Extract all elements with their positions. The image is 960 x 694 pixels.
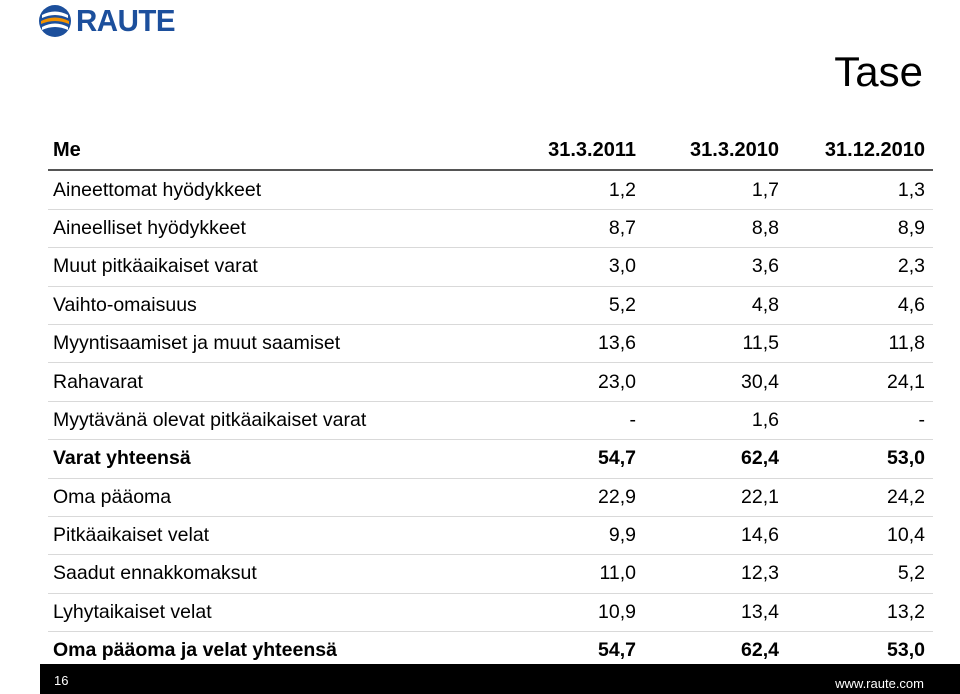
row-value: 14,6 xyxy=(644,516,787,556)
row-label: Muut pitkäaikaiset varat xyxy=(48,247,501,287)
row-value: 10,9 xyxy=(501,593,644,633)
row-value: 13,4 xyxy=(644,593,787,633)
row-value: 11,8 xyxy=(787,324,933,364)
row-value: 24,2 xyxy=(787,478,933,517)
row-value: 3,6 xyxy=(644,247,787,287)
row-value: 4,6 xyxy=(787,286,933,325)
row-value: - xyxy=(787,401,933,441)
row-label: Pitkäaikaiset velat xyxy=(48,516,501,556)
table-row: Vaihto-omaisuus 5,2 4,8 4,6 xyxy=(48,286,933,325)
row-label: Myytävänä olevat pitkäaikaiset varat xyxy=(48,401,501,441)
balance-sheet-table: Me 31.3.2011 31.3.2010 31.12.2010 Aineet… xyxy=(48,132,933,672)
row-value: 22,9 xyxy=(501,478,644,517)
row-value: 12,3 xyxy=(644,554,787,594)
row-label: Varat yhteensä xyxy=(48,439,501,479)
row-value: 8,8 xyxy=(644,209,787,249)
logo-text: RAUTE xyxy=(76,3,176,38)
row-value: 5,2 xyxy=(501,286,644,325)
table-row: Muut pitkäaikaiset varat 3,0 3,6 2,3 xyxy=(48,247,933,287)
row-value: 11,5 xyxy=(644,324,787,364)
footer-url: www.raute.com xyxy=(835,676,924,691)
table-row: Aineettomat hyödykkeet 1,2 1,7 1,3 xyxy=(48,170,933,210)
row-label: Rahavarat xyxy=(48,362,501,402)
page-number: 16 xyxy=(54,673,69,688)
table-row: Oma pääoma 22,9 22,1 24,2 xyxy=(48,478,933,517)
footer-bar: 16 www.raute.com xyxy=(40,664,960,694)
table-row: Myyntisaamiset ja muut saamiset 13,6 11,5 1… xyxy=(48,324,933,364)
raute-logo: RAUTE xyxy=(38,3,180,38)
row-value: 10,4 xyxy=(787,516,933,556)
row-value: 23,0 xyxy=(501,362,644,402)
row-value: 24,1 xyxy=(787,362,933,402)
row-value: 13,6 xyxy=(501,324,644,364)
row-value: - xyxy=(501,401,644,441)
row-value: 1,6 xyxy=(644,401,787,441)
table-row: Pitkäaikaiset velat 9,9 14,6 10,4 xyxy=(48,516,933,556)
row-label: Lyhytaikaiset velat xyxy=(48,593,501,633)
table-row: Aineelliset hyödykkeet 8,7 8,8 8,9 xyxy=(48,209,933,249)
table-row: Varat yhteensä 54,7 62,4 53,0 xyxy=(48,439,933,479)
row-label: Aineelliset hyödykkeet xyxy=(48,209,501,249)
raute-logo-icon xyxy=(39,5,71,37)
row-value: 22,1 xyxy=(644,478,787,517)
column-header: 31.3.2010 xyxy=(644,132,787,172)
table-row: Saadut ennakkomaksut 11,0 12,3 5,2 xyxy=(48,554,933,594)
row-value: 8,7 xyxy=(501,209,644,249)
page-title: Tase xyxy=(834,48,923,95)
table-header-row: Me 31.3.2011 31.3.2010 31.12.2010 xyxy=(48,132,933,172)
table-row: Rahavarat 23,0 30,4 24,1 xyxy=(48,362,933,402)
row-value: 11,0 xyxy=(501,554,644,594)
row-label: Myyntisaamiset ja muut saamiset xyxy=(48,324,501,364)
row-label: Aineettomat hyödykkeet xyxy=(48,170,501,210)
row-label: Vaihto-omaisuus xyxy=(48,286,501,325)
row-value: 62,4 xyxy=(644,439,787,479)
row-value: 13,2 xyxy=(787,593,933,633)
row-value: 1,3 xyxy=(787,170,933,210)
column-header: 31.12.2010 xyxy=(787,132,933,172)
row-value: 9,9 xyxy=(501,516,644,556)
row-value: 1,2 xyxy=(501,170,644,210)
row-value: 3,0 xyxy=(501,247,644,287)
row-value: 30,4 xyxy=(644,362,787,402)
table-row: Myytävänä olevat pitkäaikaiset varat -1,6… xyxy=(48,401,933,441)
row-value: 2,3 xyxy=(787,247,933,287)
row-value: 54,7 xyxy=(501,439,644,479)
row-value: 8,9 xyxy=(787,209,933,249)
column-header: Me xyxy=(48,132,501,172)
table-row: Lyhytaikaiset velat 10,9 13,4 13,2 xyxy=(48,593,933,633)
row-label: Saadut ennakkomaksut xyxy=(48,554,501,594)
row-value: 4,8 xyxy=(644,286,787,325)
row-value: 5,2 xyxy=(787,554,933,594)
row-value: 53,0 xyxy=(787,439,933,479)
column-header: 31.3.2011 xyxy=(501,132,644,172)
row-label: Oma pääoma xyxy=(48,478,501,517)
row-value: 1,7 xyxy=(644,170,787,210)
